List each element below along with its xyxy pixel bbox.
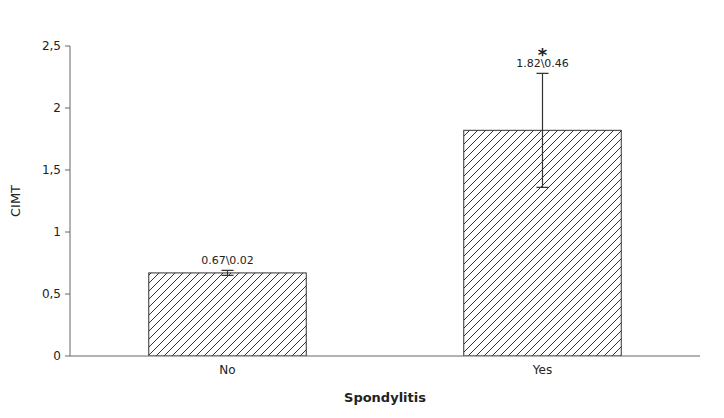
data-label: 0.67\0.02 <box>201 254 254 267</box>
x-tick-label: No <box>219 363 235 377</box>
y-tick <box>65 294 70 295</box>
y-tick <box>65 356 70 357</box>
y-tick-label: 2 <box>53 101 61 115</box>
y-tick-label: 2,5 <box>42 39 61 53</box>
x-tick-label: Yes <box>532 363 552 377</box>
error-bar <box>222 270 234 275</box>
y-tick <box>65 232 70 233</box>
x-axis-title: Spondylitis <box>344 390 426 405</box>
annotation: * <box>538 44 548 65</box>
y-axis: 0 0,5 1 1,5 2 2,5 <box>42 39 70 363</box>
y-tick <box>65 46 70 47</box>
y-tick-label: 0 <box>53 349 61 363</box>
x-axis-line <box>70 356 700 357</box>
y-axis-title: CIMT <box>8 185 23 217</box>
error-bar <box>537 73 549 187</box>
data-labels: 0.67\0.021.82\0.46 <box>201 57 569 267</box>
x-axis: No Yes <box>70 356 700 377</box>
y-tick-label: 0,5 <box>42 287 61 301</box>
bars <box>149 73 622 356</box>
y-tick <box>65 108 70 109</box>
y-tick-label: 1 <box>53 225 61 239</box>
chart-container: 0 0,5 1 1,5 2 2,5 No Yes 0.67\0.021.82\0.46* Spon… <box>0 0 724 418</box>
chart: 0 0,5 1 1,5 2 2,5 No Yes 0.67\0.021.82\0.46* Spon… <box>0 0 724 418</box>
y-tick <box>65 170 70 171</box>
y-tick-label: 1,5 <box>42 163 61 177</box>
y-axis-line <box>70 46 71 356</box>
bar <box>149 273 307 356</box>
